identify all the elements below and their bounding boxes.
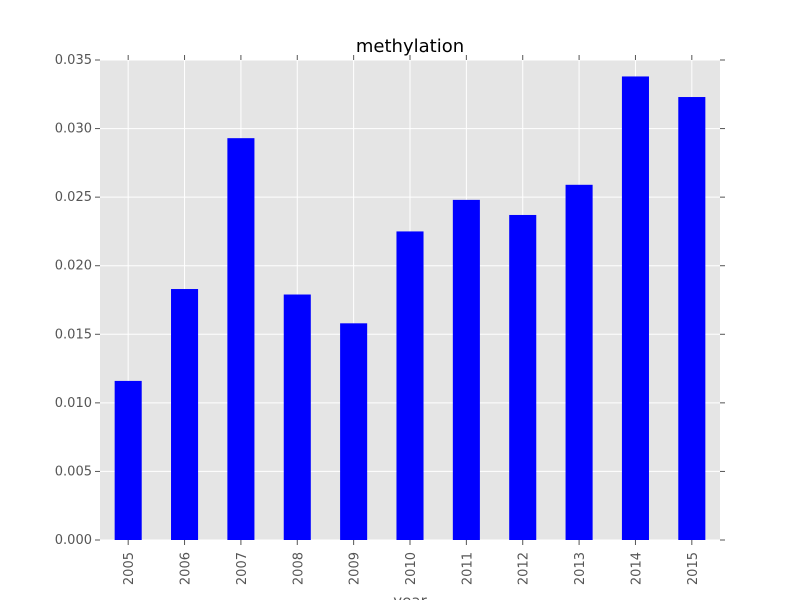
bar-2009 [340, 323, 368, 540]
x-tick-label: 2015 [686, 552, 701, 585]
y-tick-label: 0.000 [55, 533, 92, 548]
x-tick-label: 2005 [122, 552, 137, 585]
bar-2011 [452, 199, 480, 540]
bar-2005 [114, 380, 142, 540]
bar-2006 [171, 289, 199, 540]
ticks [95, 55, 725, 545]
y-tick-label: 0.030 [55, 122, 92, 137]
x-tick-label: 2014 [629, 552, 644, 585]
y-tick-label: 0.005 [55, 464, 92, 479]
bar-2007 [227, 138, 255, 540]
x-tick-label: 2009 [348, 552, 363, 585]
y-tick-label: 0.025 [55, 190, 92, 205]
bars [114, 76, 706, 541]
x-axis-label: year [393, 592, 427, 600]
bar-2012 [509, 214, 537, 540]
x-tick-label: 2008 [291, 552, 306, 585]
x-tick-label: 2011 [460, 552, 475, 585]
bar-2013 [565, 184, 593, 541]
y-tick-label: 0.015 [55, 327, 92, 342]
bar-2015 [678, 97, 706, 541]
bar-2008 [283, 294, 311, 540]
x-tick-label: 2006 [179, 552, 194, 585]
y-tick-labels: 0.000 0.005 0.010 0.015 0.020 0.025 0.030 0.035 [55, 53, 92, 548]
x-tick-labels: 2005 2006 2007 2008 2009 2010 2011 2012 2013 2014… [122, 552, 701, 585]
x-tick-label: 2010 [404, 552, 419, 585]
y-tick-label: 0.035 [55, 53, 92, 68]
x-tick-label: 2007 [235, 552, 250, 585]
bar-2014 [621, 76, 649, 540]
x-tick-label: 2012 [517, 552, 532, 585]
y-tick-label: 0.020 [55, 259, 92, 274]
x-tick-label: 2013 [573, 552, 588, 585]
bar-2010 [396, 231, 424, 540]
y-tick-label: 0.010 [55, 396, 92, 411]
chart-title: methylation [356, 36, 464, 57]
